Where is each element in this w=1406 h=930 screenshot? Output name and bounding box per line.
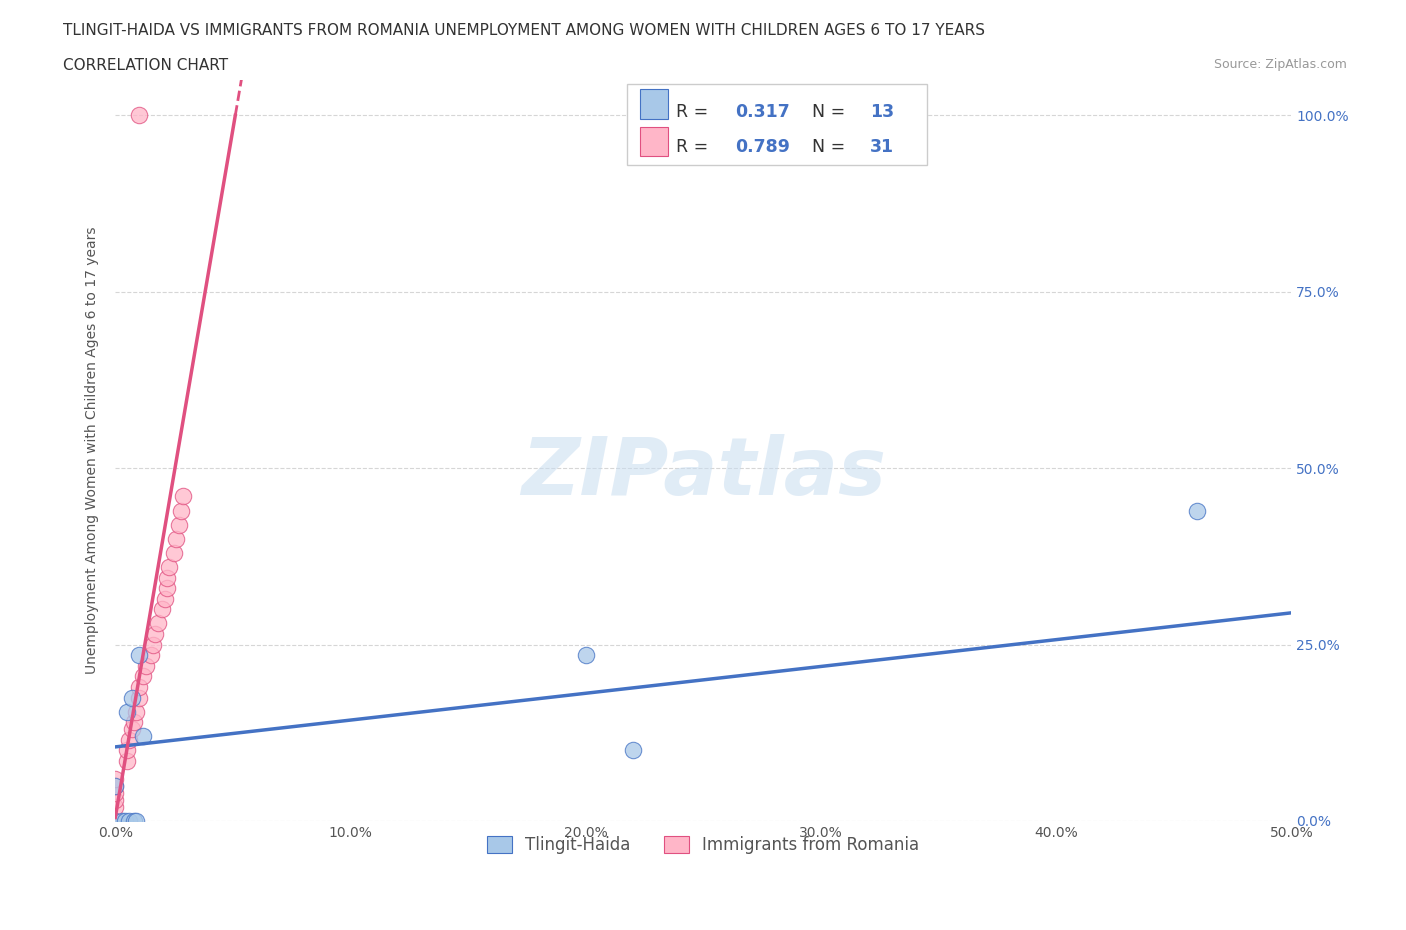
Point	[121, 722, 143, 737]
Text: R =: R =	[676, 102, 714, 121]
Y-axis label: Unemployment Among Women with Children Ages 6 to 17 years: Unemployment Among Women with Children A…	[86, 227, 100, 674]
Text: 0.789: 0.789	[735, 139, 790, 156]
Text: 31: 31	[870, 139, 894, 156]
Point	[104, 771, 127, 786]
Text: TLINGIT-HAIDA VS IMMIGRANTS FROM ROMANIA UNEMPLOYMENT AMONG WOMEN WITH CHILDREN : TLINGIT-HAIDA VS IMMIGRANTS FROM ROMANIA…	[63, 23, 986, 38]
Text: 0.317: 0.317	[735, 102, 790, 121]
Point	[156, 580, 179, 595]
Point	[157, 560, 180, 575]
Point	[167, 517, 190, 532]
Point	[118, 733, 141, 748]
Point	[115, 743, 138, 758]
Point	[128, 680, 150, 695]
Point	[153, 591, 176, 606]
FancyBboxPatch shape	[627, 84, 927, 166]
Point	[132, 729, 155, 744]
Point	[170, 503, 193, 518]
Point	[104, 814, 127, 829]
Point	[104, 792, 127, 807]
Point	[132, 669, 155, 684]
Point	[104, 778, 127, 793]
Point	[125, 704, 148, 719]
Point	[135, 658, 157, 673]
Text: 13: 13	[870, 102, 894, 121]
Point	[128, 108, 150, 123]
Legend: Tlingit-Haida, Immigrants from Romania: Tlingit-Haida, Immigrants from Romania	[481, 830, 927, 861]
Text: Source: ZipAtlas.com: Source: ZipAtlas.com	[1213, 58, 1347, 71]
Point	[104, 800, 127, 815]
Point	[128, 690, 150, 705]
Point	[143, 627, 166, 642]
Point	[104, 778, 127, 793]
Point	[114, 814, 136, 829]
Text: N =: N =	[811, 102, 851, 121]
Text: N =: N =	[811, 139, 851, 156]
Point	[125, 814, 148, 829]
FancyBboxPatch shape	[640, 89, 668, 119]
Point	[122, 814, 145, 829]
Point	[165, 531, 187, 546]
Text: R =: R =	[676, 139, 714, 156]
Point	[104, 814, 127, 829]
Point	[121, 690, 143, 705]
Point	[173, 489, 195, 504]
Point	[156, 570, 179, 585]
Point	[621, 743, 644, 758]
Point	[111, 814, 134, 829]
Point	[142, 637, 165, 652]
Point	[163, 545, 186, 560]
Point	[115, 753, 138, 768]
Text: ZIPatlas: ZIPatlas	[520, 433, 886, 512]
Point	[115, 704, 138, 719]
Point	[1187, 503, 1209, 518]
Point	[575, 647, 598, 662]
Text: CORRELATION CHART: CORRELATION CHART	[63, 58, 228, 73]
Point	[139, 647, 162, 662]
Point	[128, 647, 150, 662]
Point	[104, 785, 127, 800]
FancyBboxPatch shape	[640, 126, 668, 156]
Point	[118, 814, 141, 829]
Point	[146, 616, 169, 631]
Point	[122, 715, 145, 730]
Point	[150, 602, 173, 617]
